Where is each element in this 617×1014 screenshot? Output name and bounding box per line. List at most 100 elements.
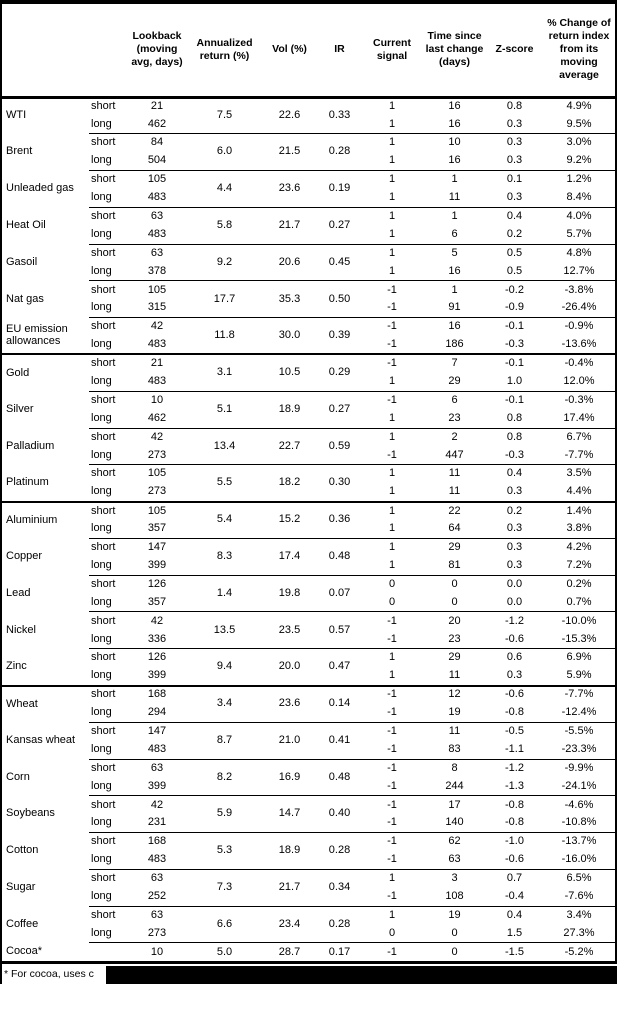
pct-change-cell: 0.2% — [542, 574, 616, 594]
lookback-cell: 294 — [147, 706, 167, 719]
lookback-cell: 147 — [127, 537, 187, 557]
zscore-cell: 0.2 — [506, 227, 523, 240]
pct-change-cell: 4.0% — [542, 206, 616, 226]
table-row: Wheat short 168 3.4 23.6 0.14 -1 12 -0.6 -7.7% — [2, 684, 616, 723]
ir-cell: 0.48 — [317, 758, 362, 796]
current-signal-cell: 1 — [388, 264, 396, 277]
table-row: long 231 -1 140 -0.8 -10.8% — [2, 814, 616, 832]
pct-change-cell: -0.4% — [542, 353, 616, 373]
pct-change-cell: -5.2% — [542, 942, 616, 962]
zscore-cell: 0.8 — [487, 427, 542, 447]
days-since-change-cell: 16 — [448, 117, 461, 130]
horizon-cell: short — [89, 353, 127, 373]
zscore-cell: -0.8 — [487, 795, 542, 815]
commodity-name-cell: Heat Oil — [6, 218, 46, 231]
ir-cell: 0.40 — [317, 795, 362, 833]
horizon-cell: short — [89, 721, 127, 741]
table-row: Zinc short 126 9.4 20.0 0.47 1 29 0.6 6.9% — [2, 648, 616, 686]
lookback-cell: 42 — [127, 611, 187, 631]
current-signal-cell: 1 — [362, 868, 422, 888]
pct-change-cell: -7.7% — [564, 448, 594, 461]
footnote-area: * For cocoa, uses c — [0, 964, 617, 985]
commodity-name-cell: Coffee — [6, 917, 39, 930]
current-signal-cell: -1 — [387, 448, 397, 461]
table-row: long 399 -1 244 -1.3 -24.1% — [2, 777, 616, 795]
vol-cell: 23.6 — [262, 170, 317, 208]
horizon-cell: long — [91, 522, 112, 535]
table-row: Gold short 21 3.1 10.5 0.29 -1 7 -0.1 -0.4% — [2, 353, 616, 392]
days-since-change-cell: 1 — [422, 206, 487, 226]
annualized-return-cell: 6.6 — [187, 905, 262, 943]
pct-change-cell: -24.1% — [561, 779, 597, 792]
vol-cell: 20.6 — [262, 243, 317, 281]
commodity-name-cell: Zinc — [6, 659, 27, 672]
horizon-cell: short — [89, 905, 127, 925]
lookback-cell: 462 — [147, 117, 167, 130]
current-signal-cell: 1 — [388, 154, 396, 167]
days-since-change-cell: 1 — [422, 280, 487, 300]
vol-cell: 23.5 — [262, 611, 317, 649]
horizon-cell: short — [89, 206, 127, 226]
vol-cell: 15.2 — [262, 500, 317, 539]
col-header-pct-change: % Change of return index from its moving… — [542, 4, 616, 99]
days-since-change-cell: 10 — [422, 133, 487, 153]
current-signal-cell: 1 — [362, 464, 422, 484]
vol-cell: 21.5 — [262, 133, 317, 171]
lookback-cell: 462 — [147, 411, 167, 424]
horizon-cell: short — [91, 100, 116, 113]
horizon-cell: long — [91, 632, 112, 645]
vol-cell: 30.0 — [262, 317, 317, 355]
zscore-cell: -0.3 — [505, 448, 524, 461]
ir-cell: 0.30 — [317, 464, 362, 502]
pct-change-cell: -7.6% — [564, 889, 594, 902]
horizon-cell: short — [89, 795, 127, 815]
zscore-cell: 1.0 — [506, 375, 523, 388]
zscore-cell: -1.5 — [487, 942, 542, 962]
lookback-cell: 504 — [147, 154, 167, 167]
pct-change-cell: 4.4% — [566, 485, 592, 498]
zscore-cell: 0.3 — [506, 485, 523, 498]
horizon-cell: short — [89, 868, 127, 888]
vol-cell: 21.7 — [262, 206, 317, 245]
lookback-cell: 483 — [147, 227, 167, 240]
current-signal-cell: -1 — [387, 853, 397, 866]
zscore-cell: 0.8 — [506, 100, 523, 113]
zscore-cell: 0.4 — [487, 206, 542, 226]
annualized-return-cell: 13.4 — [187, 427, 262, 465]
pct-change-cell: 1.2% — [542, 170, 616, 189]
table-body: WTI short 21 7.5 22.6 0.33 1 16 0.8 4.9% long 462 1 1… — [2, 97, 616, 962]
commodity-name-cell: Lead — [6, 586, 31, 599]
lookback-cell: 63 — [127, 758, 187, 778]
commodity-name-cell: Nickel — [6, 623, 36, 636]
days-since-change-cell: 29 — [422, 537, 487, 557]
pct-change-cell: 4.8% — [542, 243, 616, 263]
table-row: Nickel short 42 13.5 23.5 0.57 -1 20 -1.2 -10.0% — [2, 611, 616, 649]
zscore-cell: 0.2 — [487, 500, 542, 520]
pct-change-cell: 0.7% — [566, 595, 592, 608]
pct-change-cell: 6.7% — [542, 427, 616, 447]
zscore-cell: -0.6 — [505, 853, 524, 866]
horizon-cell: long — [91, 227, 112, 240]
pct-change-cell: 6.9% — [542, 648, 616, 668]
pct-change-cell: -0.3% — [542, 390, 616, 410]
current-signal-cell: -1 — [362, 758, 422, 778]
current-signal-cell: -1 — [387, 632, 397, 645]
lookback-cell: 168 — [127, 684, 187, 704]
table-row: Corn short 63 8.2 16.9 0.48 -1 8 -1.2 -9.9% — [2, 758, 616, 796]
ir-cell: 0.45 — [317, 243, 362, 281]
table-row: long 399 1 81 0.3 7.2% — [2, 557, 616, 575]
commodity-name-cell: Cocoa* — [6, 945, 43, 958]
pct-change-cell: -0.9% — [542, 317, 616, 337]
annualized-return-cell: 7.3 — [187, 868, 262, 907]
annualized-return-cell: 9.2 — [187, 243, 262, 281]
current-signal-cell: -1 — [362, 280, 422, 300]
col-header-time-since: Time since last change (days) — [422, 4, 487, 99]
pct-change-cell: 3.4% — [542, 905, 616, 925]
table-row: Coffee short 63 6.6 23.4 0.28 1 19 0.4 3.4% — [2, 905, 616, 943]
pct-change-cell: 7.2% — [566, 558, 592, 571]
ir-cell: 0.34 — [317, 868, 362, 907]
zscore-cell: -0.8 — [505, 706, 524, 719]
ir-cell: 0.50 — [317, 280, 362, 318]
annualized-return-cell: 3.4 — [187, 684, 262, 723]
